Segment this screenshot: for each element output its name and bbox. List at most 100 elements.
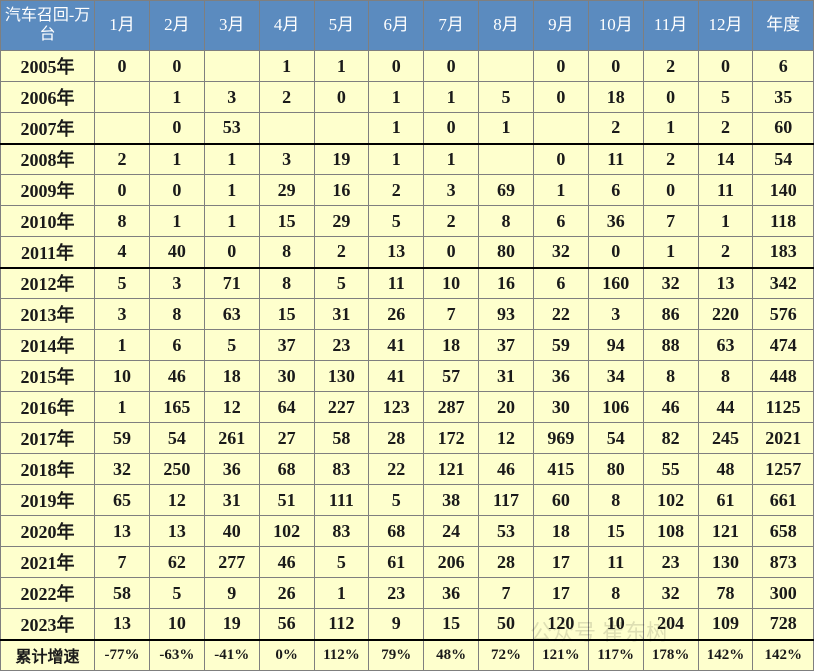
cell: 7 [479, 578, 534, 609]
row-label: 2014年 [1, 330, 95, 361]
cell: 40 [204, 516, 259, 547]
cell: 277 [204, 547, 259, 578]
cell: 6 [533, 268, 588, 299]
cell: 261 [204, 423, 259, 454]
cell: 1 [149, 144, 204, 175]
cell: 62 [149, 547, 204, 578]
cell: 36 [588, 206, 643, 237]
cell: 26 [369, 299, 424, 330]
cell: 8 [588, 485, 643, 516]
cell: 53 [479, 516, 534, 547]
cell: 11 [698, 175, 753, 206]
cell: 3 [149, 268, 204, 299]
cell: 53 [204, 113, 259, 144]
cell: 36 [204, 454, 259, 485]
cell: 0 [95, 175, 150, 206]
cell: 3 [424, 175, 479, 206]
cell: 61 [698, 485, 753, 516]
cell: 121% [533, 640, 588, 671]
cell: 35 [753, 82, 814, 113]
cell: 6 [588, 175, 643, 206]
cell: 2 [95, 144, 150, 175]
cell: 29 [314, 206, 369, 237]
cell: 57 [424, 361, 479, 392]
cell: 220 [698, 299, 753, 330]
cell: 1 [698, 206, 753, 237]
header-month-5: 5月 [314, 1, 369, 51]
cell: 8 [588, 578, 643, 609]
cell: 64 [259, 392, 314, 423]
cell: 14 [698, 144, 753, 175]
table-row: 2013年386315312679322386220576 [1, 299, 814, 330]
cell: 658 [753, 516, 814, 547]
cell: 448 [753, 361, 814, 392]
cell [259, 113, 314, 144]
cell: 0 [149, 113, 204, 144]
cell: 112 [314, 609, 369, 640]
cell: 15 [424, 609, 479, 640]
cell: 123 [369, 392, 424, 423]
cell: 142% [698, 640, 753, 671]
cell: 46 [643, 392, 698, 423]
cell: 2 [698, 113, 753, 144]
cell: -77% [95, 640, 150, 671]
cell: 0 [149, 51, 204, 82]
header-month-1: 1月 [95, 1, 150, 51]
cell: 17 [533, 578, 588, 609]
cell: 0 [533, 51, 588, 82]
cell: 4 [95, 237, 150, 268]
cell: 13 [149, 516, 204, 547]
cell: 2021 [753, 423, 814, 454]
cell: 0 [588, 51, 643, 82]
cell: 48% [424, 640, 479, 671]
cell: 2 [424, 206, 479, 237]
cell: 120 [533, 609, 588, 640]
row-label: 2013年 [1, 299, 95, 330]
cell: 0 [643, 82, 698, 113]
cell: 142% [753, 640, 814, 671]
header-month-12: 12月 [698, 1, 753, 51]
cell: 5 [204, 330, 259, 361]
header-month-10: 10月 [588, 1, 643, 51]
cell: 1 [149, 82, 204, 113]
cell: 661 [753, 485, 814, 516]
table-row: 2019年6512315111153811760810261661 [1, 485, 814, 516]
cell: 118 [753, 206, 814, 237]
cell: 7 [643, 206, 698, 237]
cell: 0 [424, 113, 479, 144]
table-row: 2007年05310121260 [1, 113, 814, 144]
cell: 5 [698, 82, 753, 113]
cell: 63 [204, 299, 259, 330]
cell: 11 [369, 268, 424, 299]
cell: 112% [314, 640, 369, 671]
cell: 17 [533, 547, 588, 578]
cell: 46 [479, 454, 534, 485]
cell: 18 [533, 516, 588, 547]
cell: 1 [369, 113, 424, 144]
cell: 46 [259, 547, 314, 578]
cell: 102 [643, 485, 698, 516]
table-row: 2006年13201150180535 [1, 82, 814, 113]
cell: 88 [643, 330, 698, 361]
cell: 72% [479, 640, 534, 671]
cell: 1 [314, 51, 369, 82]
cell: 12 [204, 392, 259, 423]
row-label: 2016年 [1, 392, 95, 423]
cell: 32 [533, 237, 588, 268]
cell: 206 [424, 547, 479, 578]
cell: 11 [588, 144, 643, 175]
cell: 16 [479, 268, 534, 299]
cell: 15 [588, 516, 643, 547]
cell: 19 [204, 609, 259, 640]
cell: 41 [369, 330, 424, 361]
cell: 9 [369, 609, 424, 640]
row-label: 2012年 [1, 268, 95, 299]
cell: 576 [753, 299, 814, 330]
row-label: 2006年 [1, 82, 95, 113]
header-month-8: 8月 [479, 1, 534, 51]
cell: -63% [149, 640, 204, 671]
table-row: 2012年53718511101661603213342 [1, 268, 814, 299]
cell: 68 [369, 516, 424, 547]
cell: 59 [533, 330, 588, 361]
cell: 1 [479, 113, 534, 144]
